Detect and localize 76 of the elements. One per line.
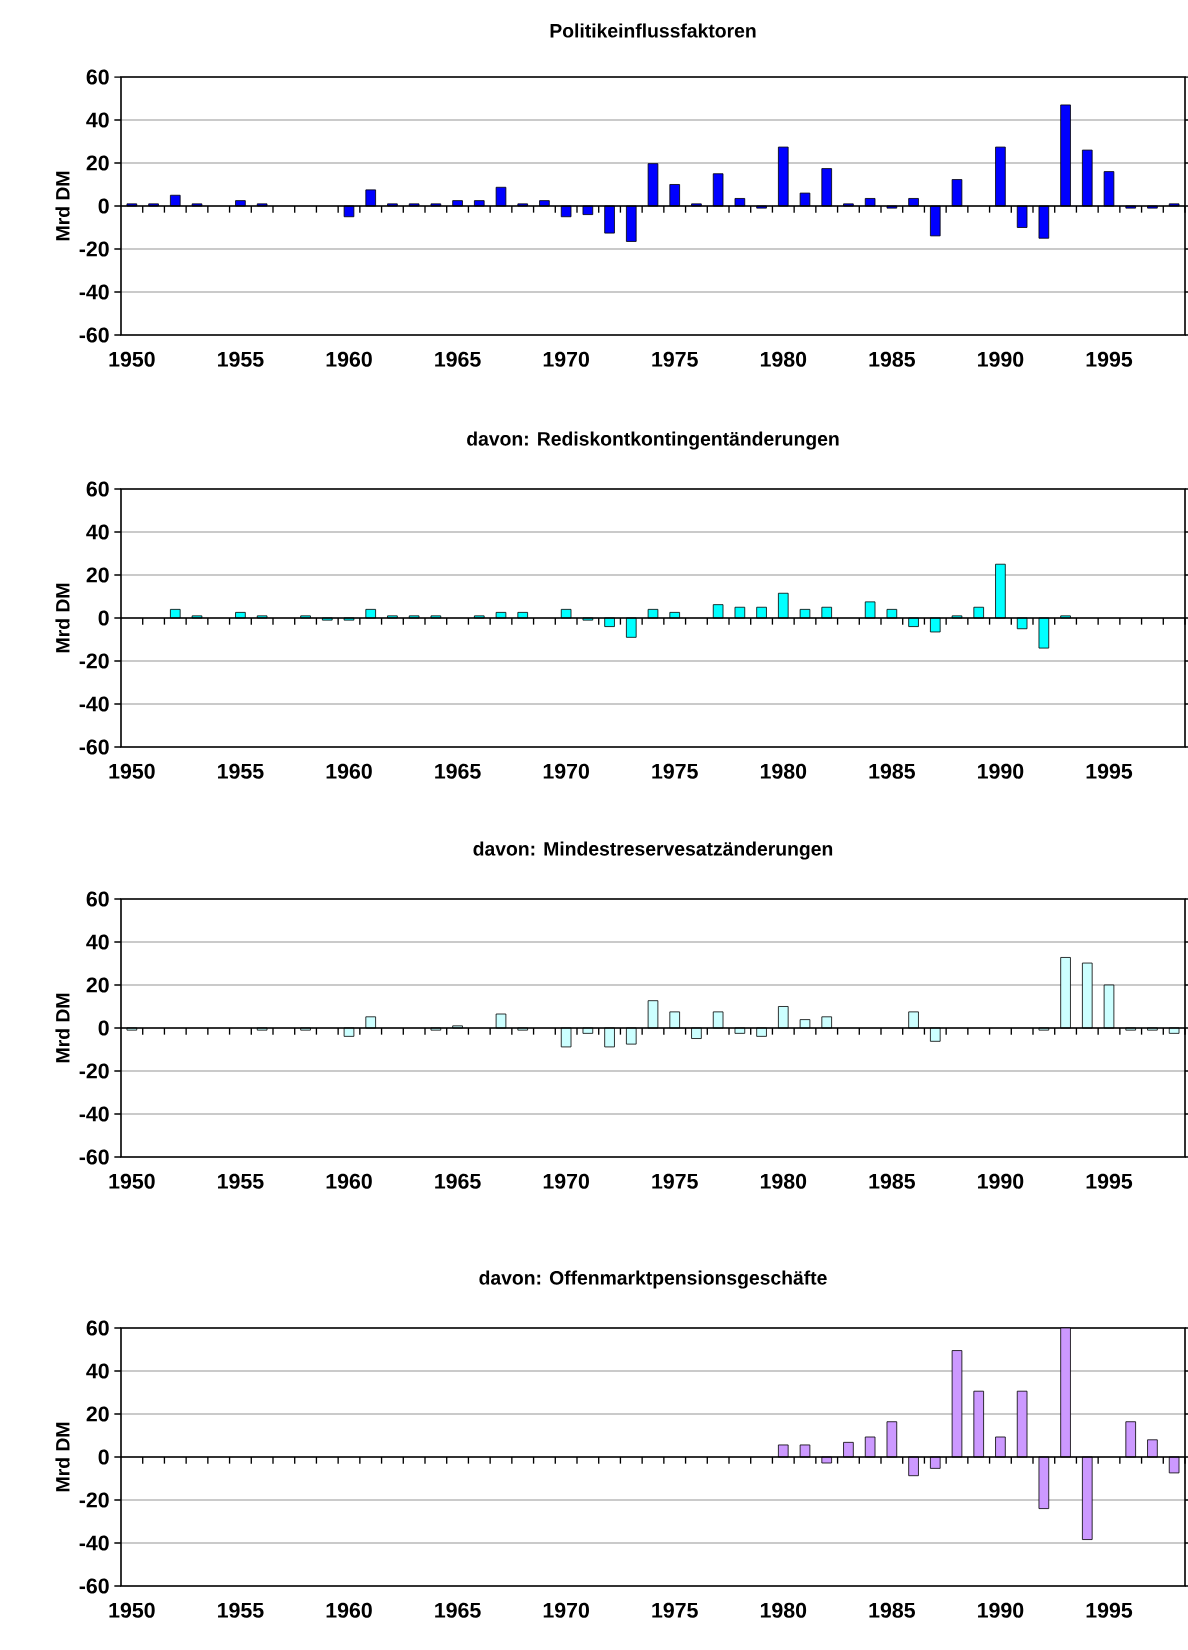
- y-tick-label: 20: [86, 977, 109, 993]
- x-tick-label: 1955: [218, 351, 264, 367]
- chart-title: davon: Offenmarktpensionsgeschäfte: [479, 1270, 827, 1289]
- x-tick-label: 1990: [978, 1173, 1024, 1189]
- y-tick-label: -20: [79, 1063, 109, 1079]
- y-tick-label: -60: [79, 327, 109, 343]
- x-tick-label: 1960: [326, 1173, 372, 1189]
- y-tick-label: -40: [79, 1106, 109, 1122]
- y-tick-label: -20: [79, 653, 109, 669]
- x-tick-label: 1955: [218, 1602, 264, 1618]
- y-tick-label: -60: [79, 739, 109, 755]
- x-tick-label: 1970: [543, 1602, 589, 1618]
- x-tick-label: 1965: [435, 1602, 481, 1618]
- y-tick-label: 60: [86, 481, 109, 497]
- x-tick-label: 1950: [109, 1602, 155, 1618]
- x-tick-label: 1955: [218, 1173, 264, 1189]
- y-tick-label: 40: [86, 934, 109, 950]
- x-tick-label: 1960: [326, 1602, 372, 1618]
- x-tick-label: 1975: [652, 351, 698, 367]
- x-tick-label: 1960: [326, 351, 372, 367]
- x-tick-label: 1980: [760, 763, 807, 779]
- x-tick-label: 1980: [760, 1173, 807, 1189]
- x-tick-label: 1950: [109, 351, 155, 367]
- chart-title: davon: Rediskontkontingentänderungen: [467, 431, 839, 450]
- y-tick-label: -40: [79, 696, 109, 712]
- y-tick-label: -40: [79, 1535, 109, 1551]
- x-tick-label: 1975: [652, 1602, 698, 1618]
- y-tick-label: 60: [86, 69, 109, 85]
- y-tick-label: 0: [98, 198, 109, 214]
- y-tick-label: 20: [86, 155, 109, 171]
- x-tick-label: 1990: [978, 763, 1024, 779]
- x-tick-label: 1975: [652, 763, 698, 779]
- x-tick-label: 1965: [435, 1173, 481, 1189]
- x-tick-label: 1995: [1086, 1173, 1133, 1189]
- y-tick-label: 0: [98, 1020, 109, 1036]
- x-tick-label: 1995: [1086, 1602, 1133, 1618]
- x-tick-label: 1995: [1086, 351, 1133, 367]
- x-tick-label: 1975: [652, 1173, 698, 1189]
- x-tick-label: 1995: [1086, 763, 1133, 779]
- x-tick-label: 1985: [869, 351, 915, 367]
- y-tick-label: 40: [86, 524, 109, 540]
- chart-title: Politikeinflussfaktoren: [550, 23, 756, 38]
- y-tick-label: -60: [79, 1578, 109, 1594]
- y-axis-title: Mrd DM: [55, 171, 70, 241]
- y-tick-label: -20: [79, 1492, 109, 1508]
- x-tick-label: 1970: [543, 763, 589, 779]
- y-tick-label: 40: [86, 1363, 109, 1379]
- x-tick-label: 1960: [326, 763, 372, 779]
- chart-title: davon: Mindestreservesatzänderungen: [473, 841, 833, 860]
- x-tick-label: 1950: [109, 1173, 155, 1189]
- y-tick-label: 20: [86, 567, 109, 583]
- y-axis-title: Mrd DM: [55, 1422, 70, 1492]
- y-tick-label: 60: [86, 1320, 109, 1336]
- x-tick-label: 1980: [760, 1602, 807, 1618]
- y-tick-label: -60: [79, 1149, 109, 1165]
- x-tick-label: 1955: [218, 763, 264, 779]
- y-tick-label: -20: [79, 241, 109, 257]
- y-tick-label: 0: [98, 610, 109, 626]
- x-tick-label: 1965: [435, 763, 481, 779]
- y-tick-label: 20: [86, 1406, 109, 1422]
- x-tick-label: 1970: [543, 1173, 589, 1189]
- x-tick-label: 1990: [978, 351, 1024, 367]
- y-tick-label: 0: [98, 1449, 109, 1465]
- x-tick-label: 1970: [543, 351, 589, 367]
- y-axis-title: Mrd DM: [55, 583, 70, 653]
- y-tick-label: -40: [79, 284, 109, 300]
- x-tick-label: 1985: [869, 763, 915, 779]
- x-tick-label: 1980: [760, 351, 807, 367]
- x-tick-label: 1990: [978, 1602, 1024, 1618]
- y-tick-label: 60: [86, 891, 109, 907]
- x-tick-label: 1950: [109, 763, 155, 779]
- x-tick-label: 1965: [435, 351, 481, 367]
- x-tick-label: 1985: [869, 1602, 915, 1618]
- y-tick-label: 40: [86, 112, 109, 128]
- y-axis-title: Mrd DM: [55, 993, 70, 1063]
- x-tick-label: 1985: [869, 1173, 915, 1189]
